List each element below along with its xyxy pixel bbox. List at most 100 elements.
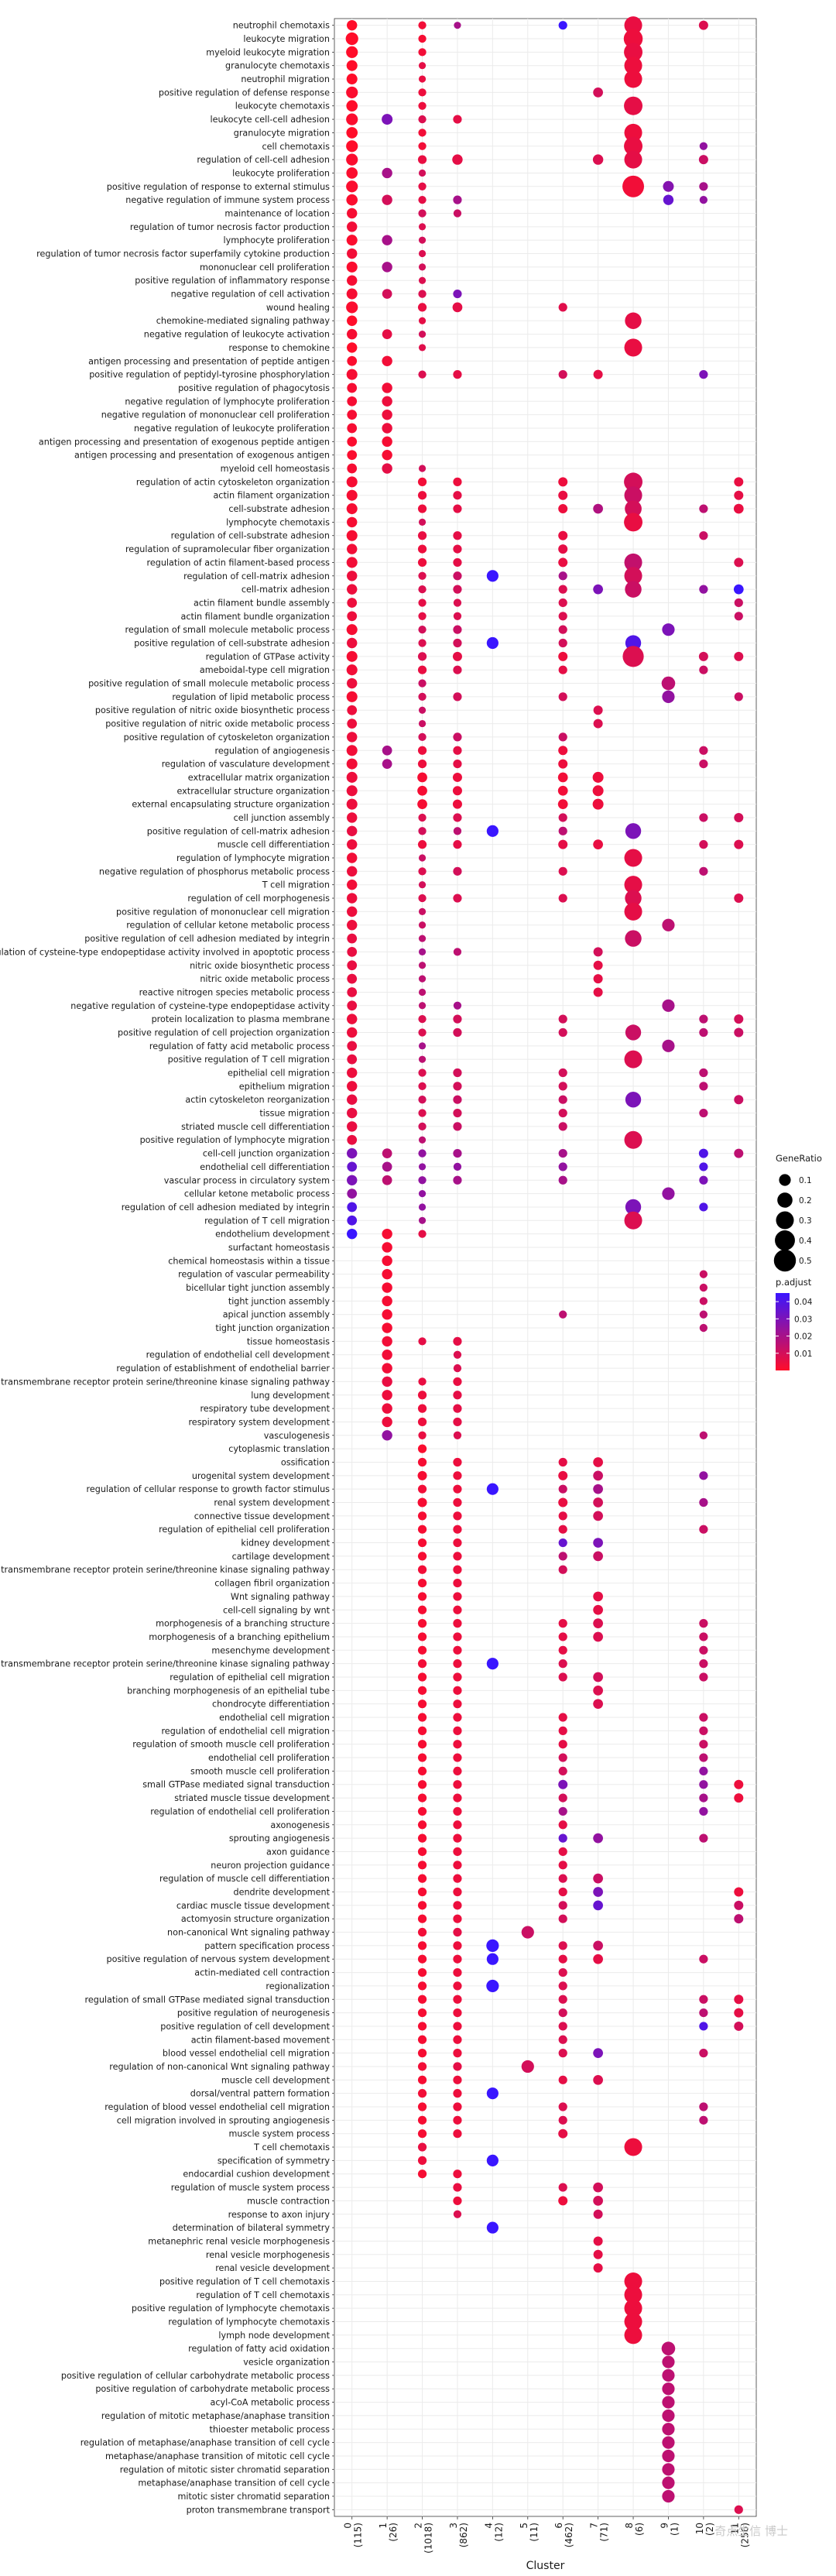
- data-point: [418, 370, 427, 379]
- data-point: [593, 839, 603, 850]
- data-point: [382, 1268, 392, 1280]
- data-point: [417, 2115, 427, 2125]
- x-tick-count: (1018): [423, 2523, 434, 2554]
- data-point: [418, 48, 427, 57]
- data-point: [382, 409, 392, 420]
- data-point: [662, 1187, 675, 1200]
- y-tick-label: muscle system process: [228, 2129, 330, 2139]
- data-point: [453, 866, 462, 876]
- data-point: [453, 1700, 462, 1709]
- data-point: [452, 154, 463, 165]
- data-point: [593, 1591, 603, 1602]
- y-tick-label: protein localization to plasma membrane: [152, 1014, 331, 1024]
- data-point: [453, 746, 462, 755]
- x-tick-label: 3: [448, 2523, 459, 2529]
- y-tick-label: regulation of GTPase activity: [206, 652, 331, 662]
- data-point: [558, 1014, 567, 1024]
- data-point: [453, 2035, 462, 2044]
- data-point: [418, 827, 427, 835]
- data-point: [347, 516, 358, 528]
- y-tick-label: actin filament bundle assembly: [194, 598, 330, 608]
- data-point: [453, 1001, 462, 1010]
- data-point: [453, 1619, 462, 1628]
- y-tick-label: maintenance of location: [224, 208, 330, 218]
- data-point: [417, 746, 427, 755]
- y-tick-label: muscle cell differentiation: [218, 840, 330, 850]
- data-point: [347, 315, 358, 326]
- y-tick-label: surfactant homeostasis: [228, 1243, 330, 1253]
- y-tick-label: extracellular structure organization: [177, 786, 331, 796]
- data-point: [698, 651, 708, 661]
- data-point: [452, 772, 462, 782]
- y-tick-label: branching morphogenesis of an epithelial…: [127, 1686, 330, 1696]
- data-point: [453, 1068, 462, 1078]
- data-point: [521, 1926, 534, 1939]
- data-point: [558, 2008, 567, 2018]
- data-point: [347, 933, 358, 944]
- data-point: [734, 1887, 744, 1897]
- data-point: [624, 57, 642, 75]
- data-point: [453, 1014, 462, 1024]
- data-point: [453, 1525, 462, 1534]
- y-tick-label: thioester metabolic process: [210, 2424, 331, 2434]
- y-tick-label: leukocyte chemotaxis: [235, 101, 330, 111]
- data-point: [734, 1995, 744, 2005]
- data-point: [624, 96, 643, 115]
- data-point: [453, 1391, 462, 1400]
- data-point: [593, 1672, 603, 1682]
- data-point: [699, 504, 708, 513]
- y-tick-label: blood vessel endothelial cell migration: [163, 2049, 330, 2059]
- y-tick-label: regulation of cell adhesion mediated by …: [122, 1202, 330, 1213]
- data-point: [418, 867, 427, 876]
- data-point: [417, 1592, 427, 1601]
- y-tick-label: regulation of fatty acid oxidation: [188, 2344, 330, 2354]
- data-point: [417, 2035, 427, 2044]
- data-point: [624, 1050, 642, 1068]
- data-point: [699, 1202, 708, 1212]
- data-point: [418, 706, 427, 714]
- data-point: [452, 786, 462, 796]
- data-point: [699, 1082, 708, 1091]
- y-tick-label: collagen fibril organization: [214, 1579, 330, 1589]
- data-point: [418, 1109, 427, 1117]
- data-point: [734, 2505, 743, 2514]
- data-point: [347, 1014, 358, 1024]
- data-point: [699, 1108, 708, 1118]
- data-point: [662, 1039, 675, 1052]
- data-point: [453, 1162, 462, 1171]
- data-point: [734, 839, 744, 849]
- data-point: [699, 1954, 708, 1964]
- data-point: [593, 2048, 603, 2058]
- data-point: [558, 866, 567, 876]
- data-point: [558, 1726, 567, 1735]
- y-tick-label: endocardial cushion development: [183, 2170, 330, 2180]
- x-tick-label: 4: [483, 2523, 494, 2529]
- data-point: [417, 1713, 427, 1722]
- data-point: [382, 1390, 392, 1401]
- data-point: [418, 249, 427, 258]
- data-point: [558, 2102, 567, 2111]
- data-point: [558, 490, 568, 500]
- data-point: [558, 303, 567, 312]
- y-tick-label: positive regulation of peptidyl-tyrosine…: [89, 370, 330, 380]
- data-point: [347, 248, 358, 259]
- data-point: [624, 472, 643, 492]
- data-point: [662, 2449, 675, 2463]
- data-point: [347, 436, 358, 447]
- data-point: [346, 288, 358, 300]
- data-point: [699, 2115, 708, 2125]
- data-point: [346, 489, 358, 501]
- data-point: [417, 1954, 427, 1964]
- data-point: [347, 1041, 358, 1051]
- data-point: [382, 745, 392, 756]
- y-tick-label: negative regulation of cysteine-type end…: [70, 1001, 330, 1011]
- data-point: [662, 2463, 675, 2476]
- data-point: [593, 87, 603, 98]
- data-point: [558, 732, 567, 742]
- data-point: [558, 1095, 567, 1104]
- y-tick-label: respiratory tube development: [200, 1404, 330, 1414]
- data-point: [622, 175, 645, 197]
- data-point: [622, 646, 644, 667]
- data-point: [624, 849, 642, 867]
